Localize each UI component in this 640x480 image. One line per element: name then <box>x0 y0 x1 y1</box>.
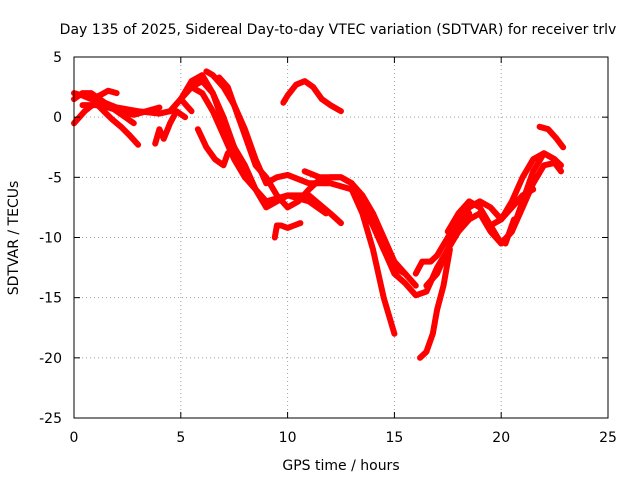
y-tick-label: 0 <box>53 110 62 126</box>
series-arc-23 <box>487 186 537 229</box>
y-tick-label: -5 <box>48 170 62 186</box>
y-tick-label: -15 <box>39 291 62 307</box>
y-tick-label: -10 <box>39 231 62 247</box>
series-arc-15 <box>301 168 419 289</box>
series-arc-13 <box>271 220 304 241</box>
series-arc-12 <box>194 126 238 169</box>
y-tick-label: 5 <box>53 50 62 66</box>
series-arc-22 <box>476 159 564 247</box>
series-layer <box>71 68 567 361</box>
x-tick-label: 10 <box>279 430 297 446</box>
series-arc-14 <box>280 78 344 115</box>
series-arc-16 <box>348 186 398 337</box>
y-tick-label: -20 <box>39 351 62 367</box>
chart-title: Day 135 of 2025, Sidereal Day-to-day VTE… <box>60 22 617 38</box>
x-tick-label: 15 <box>385 430 403 446</box>
grid-layer <box>74 57 608 418</box>
series-arc-8 <box>177 72 344 227</box>
y-axis-label: SDTVAR / TECUs <box>6 181 22 296</box>
axis-layer: 0 5 10 15 20 25 5 0 -5 -10 -15 -20 -25 <box>39 50 617 446</box>
x-tick-label: 0 <box>70 430 79 446</box>
series-arc-6 <box>152 108 189 147</box>
x-tick-label: 20 <box>492 430 510 446</box>
y-tick-label: -25 <box>39 411 62 427</box>
x-tick-label: 5 <box>176 430 185 446</box>
series-arc-25 <box>536 123 567 151</box>
series-arc-2 <box>71 99 142 148</box>
series-arc-19 <box>417 246 453 361</box>
series-arc-11 <box>216 74 409 277</box>
series-arc-18 <box>412 210 473 277</box>
x-axis-label: GPS time / hours <box>282 458 399 474</box>
series-arc-9 <box>188 84 329 217</box>
x-tick-label: 25 <box>599 430 617 446</box>
series-arc-24 <box>502 216 517 247</box>
